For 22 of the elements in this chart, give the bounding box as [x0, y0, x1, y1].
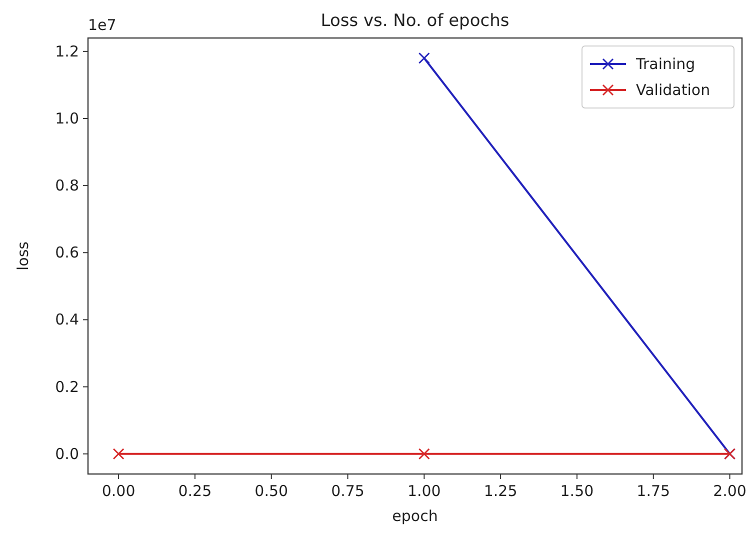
y-tick-label: 1.2	[55, 42, 79, 60]
y-tick-label: 0.6	[55, 244, 79, 262]
x-tick-label: 0.00	[102, 482, 136, 500]
x-tick-label: 2.00	[713, 482, 746, 500]
text: 1e7	[88, 16, 116, 34]
y-tick-label: 0.0	[55, 444, 79, 463]
y-tick-label: 0.4	[55, 310, 79, 329]
x-tick-label: 1.50	[560, 482, 594, 500]
y-tick-label: 1.0	[55, 109, 79, 128]
y-axis-title: loss	[14, 241, 32, 270]
legend-label: Validation	[636, 81, 710, 99]
x-tick-label: 0.75	[331, 482, 364, 500]
x-tick-label: 1.00	[407, 482, 441, 500]
legend-label: Training	[635, 55, 696, 73]
y-tick-label: 0.8	[55, 176, 79, 195]
x-tick-label: 0.25	[178, 482, 212, 500]
x-axis-title: epoch	[392, 507, 438, 525]
x-tick-label: 1.75	[636, 482, 670, 500]
x-tick-label: 1.25	[484, 482, 518, 500]
x-tick-label: 0.50	[254, 482, 288, 500]
chart-title: Loss vs. No. of epochs	[320, 11, 510, 31]
y-tick-label: 0.2	[55, 378, 79, 396]
